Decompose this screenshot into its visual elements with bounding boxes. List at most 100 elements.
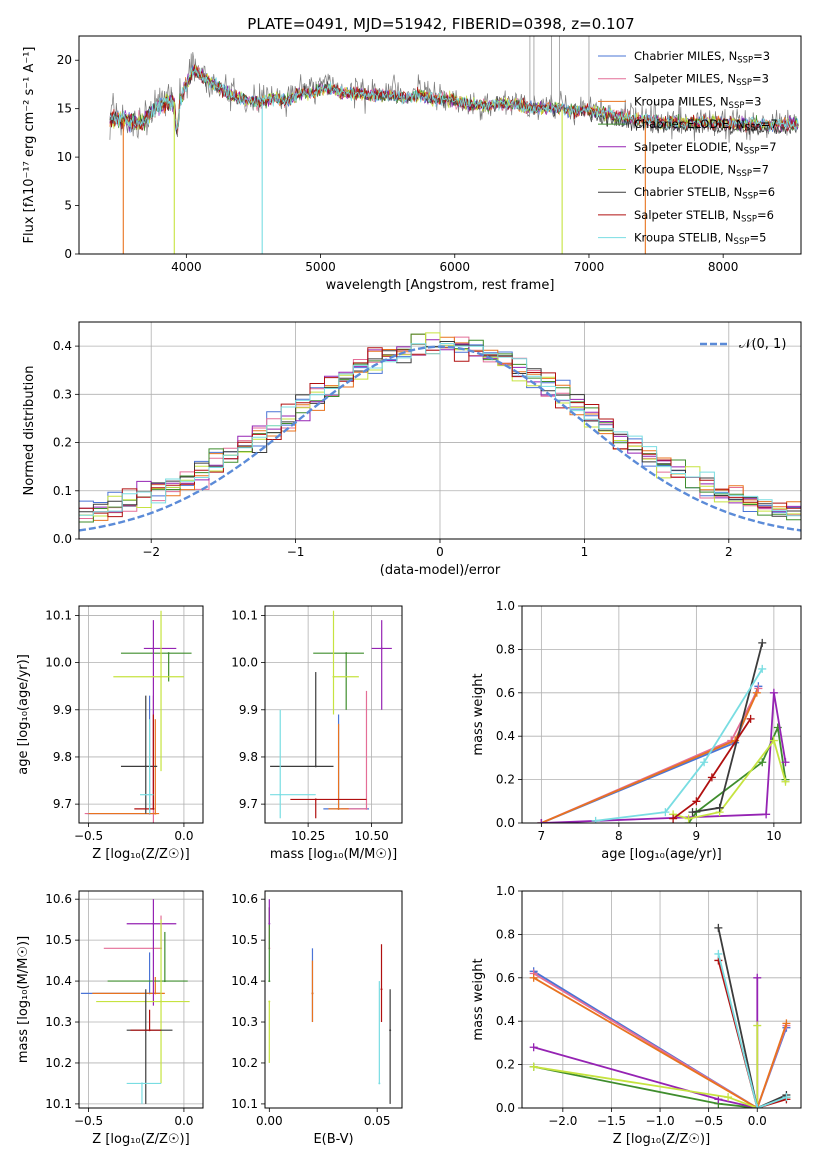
- mass-vs-ebv-point-5: [268, 1000, 271, 1003]
- mass-vs-ebv-xlabel: E(B-V): [313, 1132, 353, 1147]
- spectrum-legend-label-2: Kroupa MILES, NSSP=3: [634, 94, 761, 111]
- residuals-ylabel: Normed distribution: [22, 366, 37, 496]
- mass-vs-ebv-point-4: [268, 922, 271, 925]
- mass-vs-z-point-2: [154, 992, 157, 995]
- age-vs-mass-point-6: [314, 765, 317, 768]
- mass-vs-z-ytick-label-3: 10.4: [45, 974, 72, 988]
- massweight-vs-age-marker-7-1: [692, 797, 701, 806]
- spectrum-xlabel: wavelength [Angstrom, rest frame]: [326, 278, 555, 293]
- mass-vs-z-ylabel: mass [log₁₀(M/M☉)]: [16, 936, 31, 1063]
- massweight-vs-z-marker-8-2: [782, 1093, 791, 1102]
- spectrum-ytick-label-1: 5: [64, 199, 72, 213]
- massweight-vs-age-xtick-label-1: 8: [615, 829, 623, 843]
- age-vs-z-xtick-label-0: −0.5: [74, 829, 103, 843]
- age-vs-mass-point-5: [332, 675, 335, 678]
- age-vs-z-ylabel: age [log₁₀(age/yr)]: [16, 654, 31, 775]
- age-vs-z-point-5: [160, 675, 163, 678]
- massweight-vs-age-marker-8-2: [700, 758, 709, 767]
- mass-vs-z-point-8: [140, 1082, 143, 1085]
- age-vs-mass-ytick-label-2: 9.9: [239, 703, 258, 717]
- mass-vs-z-frame: [78, 890, 204, 1109]
- spectrum-ytick-label-3: 15: [57, 102, 72, 116]
- massweight-vs-z-ylabel: mass weight: [471, 958, 486, 1040]
- age-vs-z-xtick-label-1: 0.0: [174, 829, 193, 843]
- massweight-vs-age-xtick-label-3: 10: [766, 829, 781, 843]
- massweight-vs-age-ytick-label-4: 0.8: [496, 642, 515, 656]
- age-vs-mass-point-2: [337, 807, 340, 810]
- age-vs-mass-ytick-label-1: 9.8: [239, 750, 258, 764]
- residuals-plot-area: [79, 332, 801, 532]
- residuals-legend-label: 𝒩(0, 1): [739, 337, 786, 352]
- age-vs-mass-point-7: [314, 798, 317, 801]
- mass-vs-ebv-point-3: [268, 980, 271, 983]
- spectrum-ytick-label-2: 10: [57, 150, 72, 164]
- massweight-vs-z-ytick-label-3: 0.6: [496, 971, 515, 985]
- age-vs-z-ytick-label-2: 9.9: [53, 703, 72, 717]
- massweight-vs-age-series-7: [672, 718, 752, 820]
- residuals-xlabel: (data-model)/error: [380, 563, 501, 578]
- age-vs-z-ytick-label-0: 9.7: [53, 797, 72, 811]
- mass-vs-ebv-point-8: [378, 1082, 381, 1085]
- mass-vs-ebv-frame: [264, 890, 403, 1109]
- mass-vs-z-ytick-label-4: 10.5: [45, 933, 72, 947]
- age-vs-z-xlabel: Z [log₁₀(Z/Z☉)]: [92, 847, 189, 862]
- residuals-hist-8: [79, 343, 801, 524]
- mass-vs-ebv-point-7: [380, 988, 383, 991]
- massweight-vs-z-marker-5-1: [724, 1093, 733, 1102]
- massweight-vs-z-xlabel: Z [log₁₀(Z/Z☉)]: [613, 1132, 710, 1147]
- massweight-vs-age-plot-area: [537, 638, 790, 823]
- massweight-vs-age-marker-8-0: [591, 816, 600, 823]
- residuals-xtick-label-1: −1: [287, 545, 305, 559]
- massweight-vs-age-ytick-label-1: 0.2: [496, 773, 515, 787]
- spectrum-line-model-8: [109, 66, 799, 132]
- spectrum-legend-label-6: Chabrier STELIB, NSSP=6: [634, 185, 775, 202]
- spectrum-xtick-label-3: 7000: [574, 260, 605, 274]
- age-vs-mass-ytick-label-0: 9.7: [239, 797, 258, 811]
- massweight-vs-age-ytick-label-2: 0.4: [496, 729, 515, 743]
- residuals-ytick-label-4: 0.4: [53, 339, 72, 353]
- mass-vs-z-ytick-label-1: 10.2: [45, 1056, 72, 1070]
- residuals-frame: [78, 321, 802, 540]
- massweight-vs-z-xtick-label-0: −2.0: [548, 1114, 577, 1128]
- age-vs-z-ytick-label-3: 10.0: [45, 656, 72, 670]
- mass-vs-ebv-point-2: [311, 992, 314, 995]
- massweight-vs-age-ytick-label-3: 0.6: [496, 686, 515, 700]
- massweight-vs-age-marker-5-4: [781, 777, 790, 786]
- age-vs-z-point-7: [152, 807, 155, 810]
- massweight-vs-z-xtick-label-1: −1.5: [597, 1114, 626, 1128]
- massweight-vs-z-marker-6-0: [714, 923, 723, 932]
- massweight-vs-z-series-2: [533, 977, 788, 1108]
- mass-vs-z-point-5: [160, 1000, 163, 1003]
- mass-vs-ebv-ytick-label-3: 10.4: [231, 974, 258, 988]
- age-vs-mass-xlabel: mass [log₁₀(M/M☉)]: [270, 847, 397, 862]
- massweight-vs-age-marker-7-3: [746, 714, 755, 723]
- massweight-vs-z-frame: [521, 890, 802, 1109]
- residuals-ytick-label-2: 0.2: [53, 436, 72, 450]
- age-vs-mass-frame: [264, 605, 403, 824]
- massweight-vs-age-xtick-label-0: 7: [538, 829, 546, 843]
- massweight-vs-z-xtick-label-2: −1.0: [645, 1114, 674, 1128]
- massweight-vs-age-marker-4-1: [762, 810, 771, 819]
- spectrum-xtick-label-1: 5000: [305, 260, 336, 274]
- spectrum-plot-area: [109, 36, 799, 254]
- massweight-vs-z-ytick-label-1: 0.2: [496, 1058, 515, 1072]
- age-vs-mass-xtick-label-1: 10.50: [354, 829, 388, 843]
- massweight-vs-age-ytick-label-0: 0.0: [496, 816, 515, 830]
- massweight-vs-z-marker-4-0: [529, 1043, 538, 1052]
- spectrum-legend-label-7: Salpeter STELIB, NSSP=6: [634, 208, 774, 225]
- massweight-vs-age-ytick-label-5: 1.0: [496, 599, 515, 613]
- age-vs-z-point-2: [154, 812, 157, 815]
- massweight-vs-z-xtick-label-3: −0.5: [694, 1114, 723, 1128]
- age-vs-mass-point-1: [365, 807, 368, 810]
- massweight-vs-z-marker-5-0: [529, 1062, 538, 1071]
- age-vs-mass-plot-area: [270, 610, 392, 819]
- mass-vs-z-ytick-label-0: 10.1: [45, 1097, 72, 1111]
- residuals-xtick-label-0: −2: [142, 545, 160, 559]
- age-vs-mass-ytick-label-4: 10.1: [231, 608, 258, 622]
- spectrum-ytick-label-0: 0: [64, 247, 72, 261]
- mass-vs-z-plot-area: [80, 899, 190, 1104]
- mass-vs-ebv-ytick-label-2: 10.3: [231, 1015, 258, 1029]
- age-vs-z-point-8: [148, 793, 151, 796]
- massweight-vs-z-ytick-label-5: 1.0: [496, 884, 515, 898]
- mass-vs-z-ytick-label-2: 10.3: [45, 1015, 72, 1029]
